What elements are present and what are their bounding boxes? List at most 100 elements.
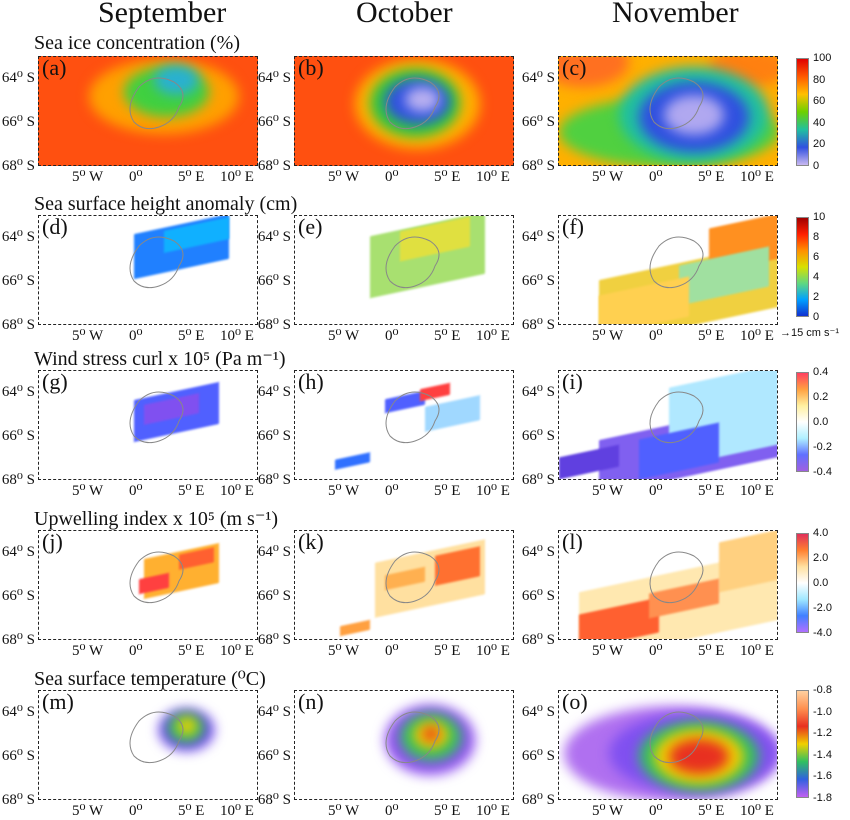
lat-tick-label: 64⁰ S bbox=[257, 229, 291, 245]
lon-tick-label: 5⁰ W bbox=[592, 169, 624, 185]
seamount-contour bbox=[649, 77, 704, 130]
seamount-contour bbox=[129, 711, 184, 764]
colorbar-tick-label: -1.4 bbox=[813, 748, 832, 761]
lon-tick-label: 5⁰ E bbox=[178, 169, 205, 185]
lon-tick-label: 0⁰ bbox=[385, 328, 399, 344]
lon-tick-label: 5⁰ E bbox=[178, 803, 205, 819]
seamount-contour bbox=[385, 711, 440, 764]
map-panel: (f) bbox=[558, 215, 778, 325]
lat-tick-label: 66⁰ S bbox=[257, 748, 291, 764]
lon-tick-label: 0⁰ bbox=[385, 483, 399, 499]
lat-tick-label: 64⁰ S bbox=[257, 70, 291, 86]
lat-tick-label: 66⁰ S bbox=[1, 748, 35, 764]
lon-tick-label: 0⁰ bbox=[385, 643, 399, 659]
lat-tick-label: 66⁰ S bbox=[1, 114, 35, 130]
row-title: Sea surface temperature (⁰C) bbox=[34, 668, 266, 690]
lat-tick-label: 64⁰ S bbox=[521, 544, 555, 560]
map-panel: (c) bbox=[558, 56, 778, 166]
lat-tick-label: 68⁰ S bbox=[257, 792, 291, 808]
lon-tick-label: 5⁰ W bbox=[592, 803, 624, 819]
lon-tick-label: 5⁰ E bbox=[434, 483, 461, 499]
lat-tick-label: 66⁰ S bbox=[521, 748, 555, 764]
lon-tick-label: 5⁰ W bbox=[592, 643, 624, 659]
lon-tick-label: 10⁰ E bbox=[476, 643, 510, 659]
lon-tick-label: 10⁰ E bbox=[220, 328, 254, 344]
lon-tick-label: 5⁰ E bbox=[434, 803, 461, 819]
lat-tick-label: 64⁰ S bbox=[521, 70, 555, 86]
lon-tick-label: 5⁰ W bbox=[72, 803, 104, 819]
colorbar-tick-label: -1.0 bbox=[813, 705, 832, 718]
colorbar-tick-label: 0.0 bbox=[813, 416, 829, 428]
lon-tick-label: 10⁰ E bbox=[220, 803, 254, 819]
colorbar-tick-label: 0 bbox=[813, 160, 820, 172]
lon-tick-label: 0⁰ bbox=[649, 483, 663, 499]
lat-tick-label: 64⁰ S bbox=[521, 229, 555, 245]
colorbar-tick-label: -0.2 bbox=[813, 441, 832, 453]
map-panel: (a) bbox=[38, 56, 258, 166]
colorbar bbox=[796, 58, 809, 166]
colorbar-tick-label: -0.8 bbox=[813, 684, 832, 696]
seamount-contour bbox=[649, 236, 704, 289]
lat-tick-label: 66⁰ S bbox=[257, 428, 291, 444]
lon-tick-label: 5⁰ W bbox=[328, 643, 360, 659]
lon-tick-label: 5⁰ E bbox=[698, 803, 725, 819]
lon-tick-label: 10⁰ E bbox=[740, 643, 774, 659]
lon-tick-label: 5⁰ E bbox=[178, 483, 205, 499]
map-panel: (e) bbox=[294, 215, 514, 325]
colorbar-tick-label: 0.0 bbox=[813, 577, 829, 589]
lon-tick-label: 5⁰ E bbox=[434, 169, 461, 185]
lon-tick-label: 0⁰ bbox=[385, 803, 399, 819]
colorbar-tick-label: 0.2 bbox=[813, 391, 829, 403]
colorbar-tick-label: 6 bbox=[813, 251, 820, 263]
lon-tick-label: 5⁰ E bbox=[698, 483, 725, 499]
lat-tick-label: 68⁰ S bbox=[257, 632, 291, 648]
lon-tick-label: 5⁰ W bbox=[72, 169, 104, 185]
colorbar-tick-label: -1.8 bbox=[813, 792, 832, 804]
colorbar-tick-label: 20 bbox=[813, 138, 826, 151]
lon-tick-label: 10⁰ E bbox=[740, 803, 774, 819]
seamount-contour bbox=[385, 236, 440, 289]
colorbar bbox=[796, 217, 809, 317]
colorbar-tick-label: 2.0 bbox=[813, 552, 829, 564]
reference-vector-label: →15 cm s⁻¹ bbox=[780, 327, 839, 339]
lon-tick-label: 5⁰ E bbox=[698, 643, 725, 659]
lat-tick-label: 68⁰ S bbox=[521, 792, 555, 808]
lat-tick-label: 68⁰ S bbox=[257, 472, 291, 488]
seamount-contour bbox=[129, 551, 184, 604]
seamount-contour bbox=[385, 77, 440, 130]
colorbar-tick-label: 0 bbox=[813, 311, 820, 323]
map-panel: (b) bbox=[294, 56, 514, 166]
month-header: November bbox=[612, 0, 739, 29]
lon-tick-label: 5⁰ W bbox=[328, 328, 360, 344]
lon-tick-label: 5⁰ W bbox=[592, 483, 624, 499]
panel-label: (n) bbox=[298, 690, 324, 714]
lat-tick-label: 64⁰ S bbox=[1, 704, 35, 720]
colorbar-tick-label: 80 bbox=[813, 73, 826, 86]
row-title: Sea surface height anomaly (cm) bbox=[34, 193, 298, 215]
lon-tick-label: 5⁰ W bbox=[72, 643, 104, 659]
panel-label: (j) bbox=[42, 530, 63, 554]
panel-label: (h) bbox=[298, 370, 324, 394]
lat-tick-label: 68⁰ S bbox=[257, 158, 291, 174]
colorbar-tick-label: -1.6 bbox=[813, 770, 832, 783]
colorbar-tick-label: 60 bbox=[813, 95, 826, 108]
lon-tick-label: 10⁰ E bbox=[476, 483, 510, 499]
seamount-contour bbox=[129, 236, 184, 289]
lon-tick-label: 5⁰ W bbox=[72, 483, 104, 499]
lat-tick-label: 64⁰ S bbox=[257, 544, 291, 560]
lat-tick-label: 64⁰ S bbox=[257, 384, 291, 400]
lon-tick-label: 10⁰ E bbox=[220, 483, 254, 499]
lon-tick-label: 5⁰ E bbox=[434, 328, 461, 344]
lon-tick-label: 5⁰ W bbox=[328, 483, 360, 499]
map-panel: (i) bbox=[558, 370, 778, 480]
colorbar bbox=[796, 372, 809, 472]
lon-tick-label: 5⁰ E bbox=[698, 328, 725, 344]
panel-label: (f) bbox=[562, 215, 584, 239]
lat-tick-label: 64⁰ S bbox=[1, 544, 35, 560]
map-panel: (o) bbox=[558, 690, 778, 800]
lon-tick-label: 0⁰ bbox=[649, 643, 663, 659]
month-header: October bbox=[356, 0, 453, 29]
panel-label: (m) bbox=[42, 690, 74, 714]
map-panel: (h) bbox=[294, 370, 514, 480]
panel-label: (c) bbox=[562, 56, 587, 80]
